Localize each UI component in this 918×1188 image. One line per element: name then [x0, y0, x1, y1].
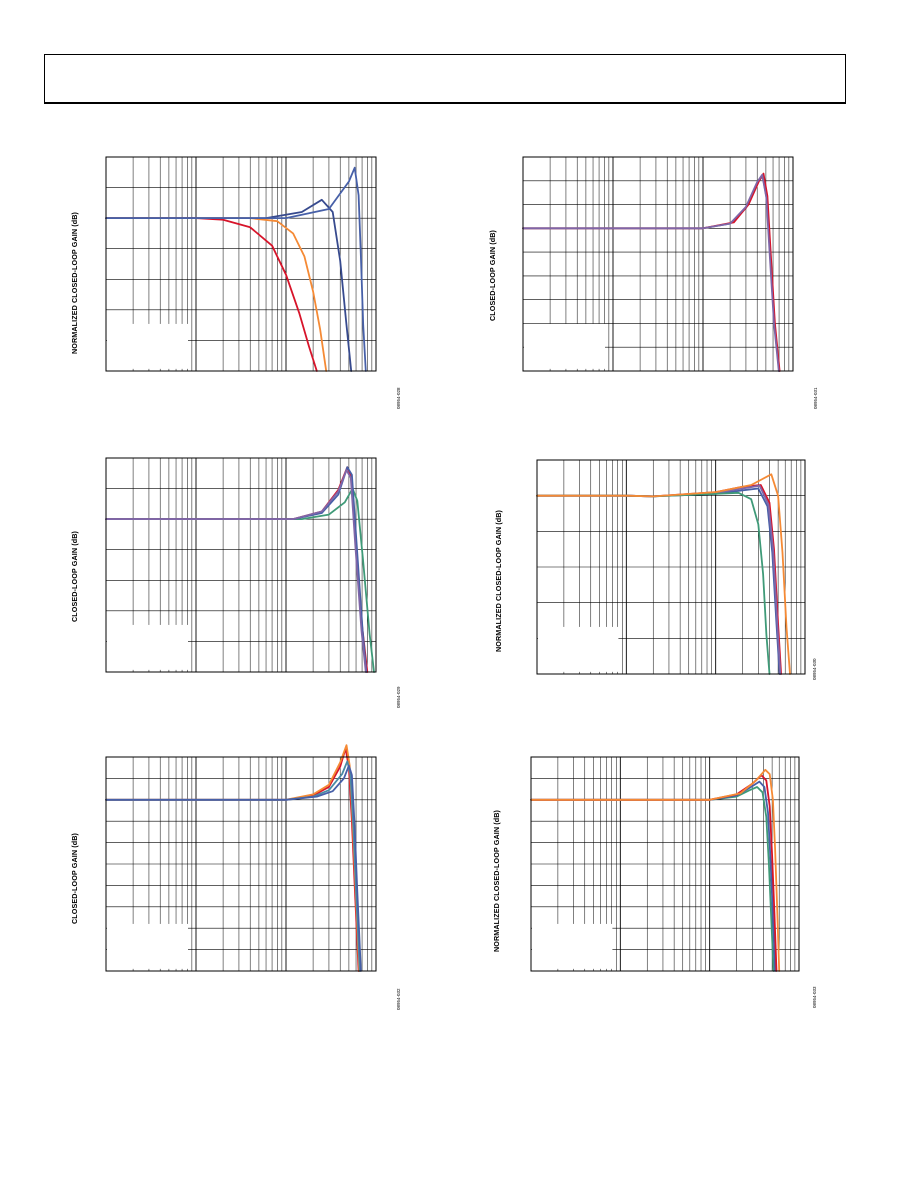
- chart-top-left-plot: [105, 156, 377, 372]
- plot-frame: [105, 457, 377, 673]
- chart-middle-right: [536, 459, 806, 675]
- chart-middle-right-fig-id: 08954-030: [812, 658, 817, 680]
- chart-bottom-left-ylabel: CLOSED-LOOP GAIN (dB): [70, 832, 79, 924]
- chart-top-right-plot: [522, 156, 794, 372]
- chart-top-left-fig-id: 08954-028: [396, 387, 401, 409]
- chart-middle-left-plot: [105, 457, 377, 673]
- chart-bottom-left: [105, 744, 377, 972]
- chart-middle-left-fig-id: 08954-029: [396, 686, 401, 708]
- legend-area: [107, 323, 188, 369]
- series-line-blue: [105, 764, 362, 972]
- chart-top-right-fig-id: 08954-031: [813, 387, 818, 409]
- legend-area: [524, 323, 605, 369]
- series-line-blue: [105, 166, 367, 372]
- legend-area: [532, 923, 613, 969]
- chart-bottom-right: [530, 756, 800, 972]
- chart-middle-left: [105, 457, 377, 673]
- page-header-box: [44, 54, 846, 104]
- series-line-orange: [530, 768, 781, 972]
- chart-top-left-ylabel: NORMALIZED CLOSED-LOOP GAIN (dB): [70, 211, 79, 354]
- chart-bottom-left-fig-id: 08954-032: [396, 988, 401, 1010]
- plot-frame: [105, 756, 377, 972]
- chart-bottom-right-ylabel: NORMALIZED CLOSED-LOOP GAIN (dB): [492, 809, 501, 952]
- legend-area: [107, 923, 188, 969]
- chart-top-left: [105, 156, 377, 372]
- chart-top-right: [522, 156, 794, 372]
- series-line-orange: [536, 473, 791, 675]
- series-line-navy: [105, 198, 353, 372]
- chart-bottom-right-fig-id: 08954-033: [812, 986, 817, 1008]
- series-line-purple: [105, 469, 367, 673]
- plot-frame: [105, 156, 377, 372]
- plot-frame: [536, 459, 806, 675]
- chart-middle-right-ylabel: NORMALIZED CLOSED-LOOP GAIN (dB): [494, 509, 503, 652]
- legend-area: [107, 624, 188, 670]
- legend-area: [538, 626, 619, 672]
- chart-middle-right-plot: [536, 459, 806, 675]
- plot-frame: [522, 156, 794, 372]
- series-line-purple: [522, 173, 780, 372]
- chart-bottom-left-plot: [105, 744, 377, 972]
- chart-middle-left-ylabel: CLOSED-LOOP GAIN (dB): [70, 530, 79, 622]
- chart-bottom-right-plot: [530, 756, 800, 972]
- chart-top-right-ylabel: CLOSED-LOOP GAIN (dB): [488, 229, 497, 321]
- plot-frame: [530, 756, 800, 972]
